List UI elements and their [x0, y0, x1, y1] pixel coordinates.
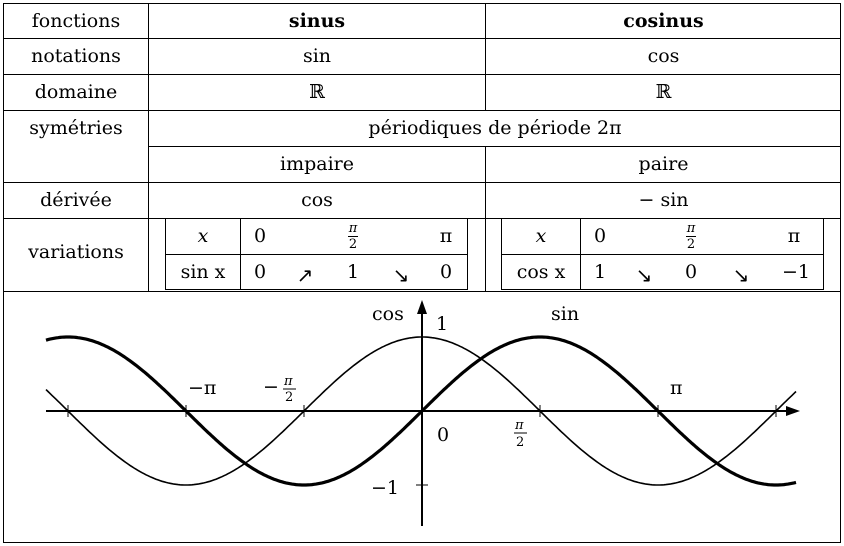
label-derivee: dérivée	[40, 189, 112, 211]
col-divider	[485, 3, 486, 111]
header-fonctions: fonctions	[31, 9, 121, 32]
sin-x-pi: π	[439, 225, 453, 247]
cos-f-minus-one: −1	[781, 260, 810, 283]
sin-f-zero-end: 0	[439, 260, 453, 283]
row-divider	[3, 182, 841, 183]
sin-f-label: sin x	[180, 260, 226, 283]
row-divider	[3, 110, 841, 111]
cos-curve	[45, 336, 797, 486]
sin-x-zero: 0	[253, 225, 267, 247]
variation-table-divider	[580, 218, 581, 290]
variation-table-divider	[501, 254, 824, 255]
label-symetries: symétries	[29, 117, 123, 139]
cos-parity: paire	[638, 153, 689, 175]
variation-table-divider	[240, 218, 241, 290]
sin-derivative: cos	[301, 189, 333, 211]
row-divider	[3, 291, 841, 292]
x-tick-label-minus-half-pi-den: 2	[285, 390, 293, 405]
cos-curve-label: cos	[372, 303, 404, 325]
sin-f-zero: 0	[253, 260, 267, 283]
cos-x-label: x	[535, 225, 547, 247]
sin-x-label: x	[197, 225, 209, 247]
y-axis-arrowhead	[417, 300, 427, 314]
y-tick-label-minus-one: −1	[371, 477, 399, 499]
sin-decreasing-arrow: ↘	[392, 263, 410, 287]
row-divider	[148, 146, 841, 147]
origin-label: 0	[437, 424, 449, 446]
row-divider	[3, 74, 841, 75]
col-divider	[485, 146, 486, 291]
cos-derivative: − sin	[638, 189, 689, 211]
cos-decreasing-arrow-2: ↘	[732, 263, 750, 287]
cos-x-pi: π	[787, 225, 801, 247]
sin-domain: ℝ	[309, 81, 325, 103]
x-tick-label-minus-half-pi-num: π	[283, 374, 293, 389]
cos-domain: ℝ	[655, 81, 672, 103]
col-divider	[148, 3, 149, 291]
sin-increasing-arrow: ↗	[296, 263, 314, 287]
periodicity: périodiques de période 2π	[368, 117, 622, 139]
sin-curve-label: sin	[551, 303, 579, 325]
cos-f-one: 1	[593, 260, 607, 283]
label-notations: notations	[31, 45, 121, 67]
header-sinus: sinus	[288, 9, 346, 32]
label-variations: variations	[28, 240, 124, 263]
x-tick-label-minus-pi: −π	[188, 377, 216, 399]
x-tick-label-pi: π	[670, 377, 683, 399]
x-tick-label-minus-half-pi-sign: −	[263, 376, 279, 398]
y-tick-label-one: 1	[436, 313, 448, 335]
row-divider	[3, 38, 841, 39]
sin-parity: impaire	[280, 153, 354, 175]
header-cosinus: cosinus	[623, 9, 704, 32]
sin-curve	[45, 335, 797, 487]
sin-notation: sin	[302, 45, 332, 67]
variation-table-divider	[165, 254, 468, 255]
cos-decreasing-arrow-1: ↘	[635, 263, 653, 287]
x-tick-label-half-pi-num: π	[514, 418, 524, 433]
x-axis-arrowhead	[786, 406, 800, 416]
cos-x-zero: 0	[593, 225, 607, 247]
sin-f-one: 1	[346, 260, 360, 283]
label-domaine: domaine	[34, 81, 118, 103]
table-frame	[3, 3, 841, 543]
cos-f-label: cos x	[516, 260, 566, 283]
cos-notation: cos	[647, 45, 680, 67]
cos-f-zero: 0	[684, 260, 698, 283]
x-tick-label-half-pi-den: 2	[516, 435, 524, 450]
